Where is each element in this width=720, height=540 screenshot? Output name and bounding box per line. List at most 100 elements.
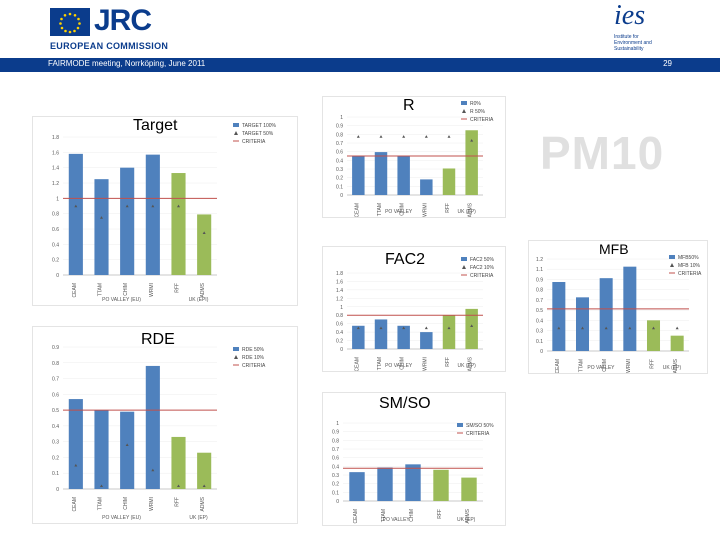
y-tick-label: 0.8	[332, 438, 339, 444]
bar	[352, 325, 365, 349]
y-tick-label: 0.4	[332, 464, 339, 470]
y-tick-label: 0.2	[336, 339, 343, 345]
legend-label: CRITERIA	[466, 431, 490, 437]
legend-swatch	[457, 423, 463, 427]
marker-point	[177, 204, 180, 208]
ies-line-1: Institute for	[614, 34, 639, 40]
x-tick-label: CHIM	[400, 357, 406, 370]
pm10-watermark: PM10	[540, 127, 665, 179]
y-tick-label: 1	[336, 421, 339, 427]
y-tick-label: 1.8	[336, 271, 343, 277]
marker-point	[125, 204, 129, 208]
y-tick-label: 1.4	[336, 288, 343, 294]
y-tick-label: 1.1	[536, 267, 543, 273]
bar	[145, 154, 160, 275]
chart-title-target: Target	[133, 117, 178, 134]
legend-label: CRITERIA	[470, 273, 494, 279]
legend-marker	[234, 131, 238, 135]
legend-marker	[462, 265, 466, 269]
marker-point	[604, 326, 608, 330]
y-tick-label: 0.8	[52, 212, 59, 218]
y-tick-label: 0.1	[536, 339, 543, 345]
y-tick-label: 0	[340, 347, 343, 353]
x-tick-label: ADMS	[200, 282, 206, 297]
x-tick-label: CEAM	[354, 203, 360, 217]
legend-label: CRITERIA	[470, 117, 494, 123]
bar	[171, 436, 186, 489]
legend-label: CRITERIA	[242, 363, 266, 369]
y-tick-label: 0.6	[336, 150, 343, 156]
y-tick-label: 0.9	[332, 430, 339, 436]
x-tick-label: WRMI	[422, 203, 428, 217]
legend: RDE 50% RDE 10% CRITERIA	[233, 347, 266, 369]
x-group-label-right: UK (EP)	[457, 517, 476, 523]
legend: MFB50% MFB 10% CRITERIA	[669, 255, 702, 277]
marker-point	[675, 326, 679, 330]
marker-point	[470, 139, 474, 142]
y-tick-label: 0.4	[336, 158, 343, 164]
legend-label: SM/SO 50%	[466, 423, 494, 429]
y-tick-label: 1	[56, 196, 59, 202]
y-tick-label: 0.1	[332, 490, 339, 496]
x-tick-label: CEAM	[353, 509, 359, 523]
x-group-label-left: PO VALLEY	[385, 209, 413, 215]
x-tick-label: CHIM	[123, 497, 129, 510]
jrc-logo-text: JRC	[94, 4, 152, 37]
legend-label: RDE 50%	[242, 347, 265, 353]
bar	[120, 411, 135, 489]
header: JRC EUROPEAN COMMISSION ies Institute fo…	[0, 0, 720, 58]
x-group-label-right: UK (EPI)	[189, 297, 209, 303]
y-tick-label: 1.4	[52, 166, 59, 172]
ies-mark: ies	[614, 0, 646, 31]
x-tick-label: RFF	[175, 497, 181, 507]
marker-point	[424, 326, 428, 330]
chart-panel-r: 0 0.1 0.2 0.3 0.4 0.6 0.7 0.8 0.9 1 CEAM TTAM CHIM WR…	[322, 96, 506, 218]
x-group-label-right: UK (EP)	[663, 365, 682, 371]
x-group-label-right: UK (EP)	[458, 363, 477, 369]
bar	[599, 278, 613, 351]
x-tick-label: ADMS	[465, 508, 471, 523]
bar	[352, 156, 365, 195]
marker-point	[402, 326, 406, 330]
y-tick-label: 0	[56, 487, 59, 493]
y-tick-label: 0	[336, 499, 339, 505]
x-tick-label: TTAM	[381, 509, 387, 522]
y-tick-label: 0.7	[336, 141, 343, 147]
slide-number: 29	[663, 59, 672, 68]
x-tick-label: TTAM	[98, 497, 104, 510]
bar	[197, 214, 212, 275]
chart-title-smso: SM/SO	[379, 395, 431, 412]
bar	[397, 325, 410, 349]
bar	[374, 319, 388, 349]
marker-point	[356, 135, 360, 138]
legend-label: TARGET 100%	[242, 123, 277, 129]
x-tick-label: ADMS	[468, 202, 474, 217]
chart-target: 0 0.2 0.4 0.6 0.8 1 1.2 1.4 1.6 1.8 CEAM TTAM CHIM WR…	[52, 123, 277, 303]
bar	[670, 335, 684, 351]
x-tick-label: WRMI	[149, 283, 155, 297]
ec-label: EUROPEAN COMMISSION	[50, 41, 169, 51]
marker-point	[424, 135, 428, 138]
legend-label: FAC2 50%	[470, 257, 494, 263]
bar	[420, 179, 433, 195]
bar	[145, 365, 160, 489]
y-tick-label: 0.3	[536, 329, 543, 335]
chart-smso: 0 0.1 0.2 0.3 0.4 0.6 0.7 0.8 0.9 1 CEAM TTAM CHIM RF…	[332, 421, 494, 523]
legend-marker	[462, 109, 466, 113]
x-tick-label: TTAM	[377, 203, 383, 216]
bar	[433, 469, 449, 501]
x-tick-label: RFF	[437, 509, 443, 519]
y-tick-label: 0.4	[536, 318, 543, 324]
bar	[397, 156, 410, 195]
chart-panel-fac2: 0 0.2 0.4 0.6 0.8 1 1.2 1.4 1.6 1.8 CEAM TTAM CHIM WR…	[322, 246, 506, 372]
bar	[349, 472, 365, 501]
bar	[461, 477, 477, 501]
legend-label: CRITERIA	[242, 139, 266, 145]
chart-panel-target: 0 0.2 0.4 0.6 0.8 1 1.2 1.4 1.6 1.8 CEAM TTAM CHIM WR…	[32, 116, 298, 306]
x-tick-label: WRMI	[626, 359, 632, 373]
y-tick-label: 1.8	[52, 135, 59, 141]
y-tick-label: 0.1	[52, 471, 59, 477]
bar	[420, 332, 433, 349]
y-tick-label: 0	[56, 273, 59, 279]
y-tick-label: 0	[340, 193, 343, 199]
